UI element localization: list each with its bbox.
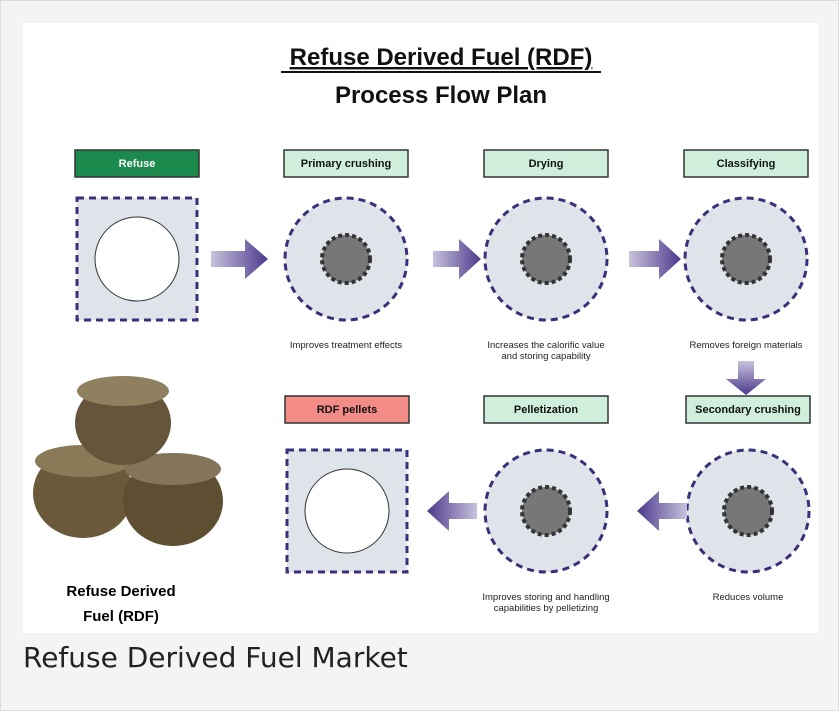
illustration — [305, 469, 389, 553]
frame: Refuse Derived Fuel (RDF) Process Flow P… — [0, 0, 839, 711]
illustration — [322, 235, 370, 283]
illustration — [522, 235, 570, 283]
illustration — [522, 487, 570, 535]
step-description: capabilities by pelletizing — [494, 603, 599, 614]
step-description: Reduces volume — [713, 592, 784, 603]
step-label: RDF pellets — [317, 404, 378, 416]
step-description: Removes foreign materials — [690, 340, 803, 351]
step-label: Secondary crushing — [695, 404, 801, 416]
step-label: Pelletization — [514, 404, 578, 416]
step-label: Classifying — [717, 158, 776, 170]
photo-caption: Refuse Derived — [66, 583, 175, 600]
illustration — [95, 217, 179, 301]
step-description: Increases the calorific value — [487, 340, 604, 351]
step-label: Primary crushing — [301, 158, 391, 170]
title: Refuse Derived Fuel (RDF) — [290, 44, 593, 71]
subtitle: Process Flow Plan — [335, 82, 547, 109]
step-label: Drying — [529, 158, 564, 170]
caption: Refuse Derived Fuel Market — [23, 641, 408, 674]
illustration — [722, 235, 770, 283]
step-label: Refuse — [119, 158, 156, 170]
step-description: Improves storing and handling — [482, 592, 609, 603]
step-description: Improves treatment effects — [290, 340, 403, 351]
illustration — [724, 487, 772, 535]
step-description: and storing capability — [501, 351, 590, 362]
diagram: Refuse Derived Fuel (RDF) Process Flow P… — [23, 23, 818, 633]
photo-caption: Fuel (RDF) — [83, 608, 159, 625]
